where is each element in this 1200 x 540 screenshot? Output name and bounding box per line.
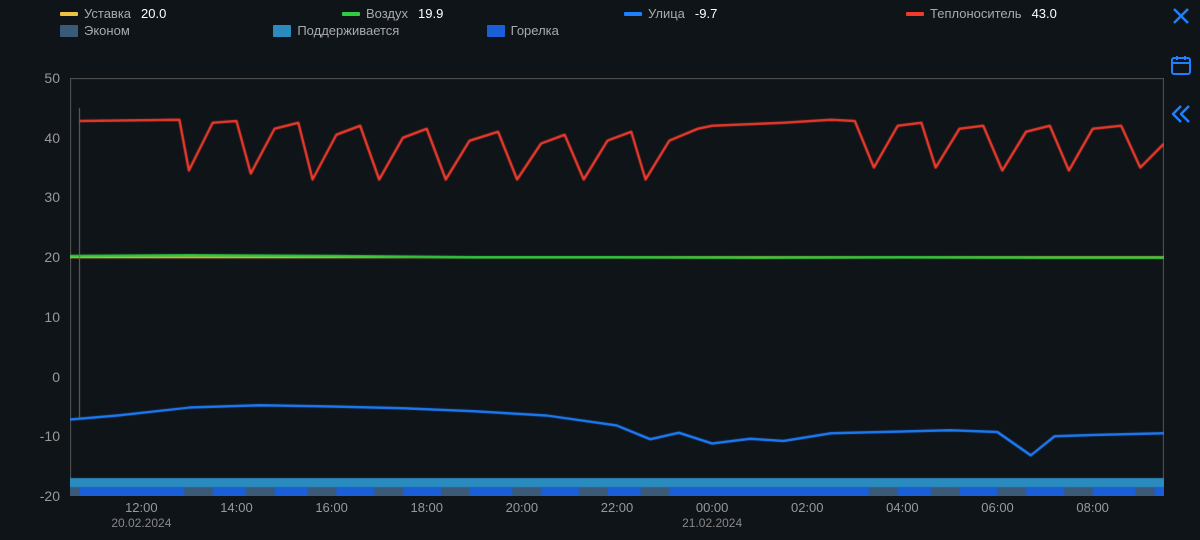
chart-canvas	[70, 78, 1164, 496]
y-tick-label: 20	[44, 249, 60, 265]
legend-label: Эконом	[84, 23, 130, 38]
legend-value: 19.9	[418, 6, 443, 21]
x-tick-label: 16:00	[315, 500, 348, 516]
x-axis: 12:0020.02.2024 14:00 16:00 18:00 20:00 22:00…	[70, 498, 1164, 540]
legend-item-air[interactable]: Воздух 19.9	[342, 6, 624, 21]
legend-row-1: Уставка 20.0 Воздух 19.9 Улица -9.7 Тепл…	[0, 0, 1200, 23]
legend-swatch-heat	[906, 12, 924, 16]
legend-item-maintained[interactable]: Поддерживается	[273, 23, 486, 38]
legend-value: -9.7	[695, 6, 717, 21]
legend-swatch-maintained	[273, 25, 291, 37]
calendar-icon[interactable]	[1170, 54, 1192, 76]
legend-item-heat[interactable]: Теплоноситель 43.0	[906, 6, 1188, 21]
y-axis: -20-1001020304050	[0, 78, 66, 496]
legend-item-burner[interactable]: Горелка	[487, 23, 700, 38]
y-tick-label: 50	[44, 70, 60, 86]
x-tick-label: 18:00	[410, 500, 443, 516]
x-tick-label: 14:00	[220, 500, 253, 516]
legend-label: Улица	[648, 6, 685, 21]
y-tick-label: 0	[52, 369, 60, 385]
x-tick-label: 04:00	[886, 500, 919, 516]
close-icon[interactable]	[1171, 6, 1191, 26]
y-tick-label: -20	[40, 488, 60, 504]
legend-value: 20.0	[141, 6, 166, 21]
legend-value: 43.0	[1032, 6, 1057, 21]
legend-row-2: Эконом Поддерживается Горелка	[0, 23, 1200, 42]
x-tick-label: 08:00	[1076, 500, 1109, 516]
y-tick-label: 30	[44, 189, 60, 205]
x-tick-label: 02:00	[791, 500, 824, 516]
legend-item-setpoint[interactable]: Уставка 20.0	[60, 6, 342, 21]
x-tick-label: 00:0021.02.2024	[682, 500, 742, 531]
y-tick-label: -10	[40, 428, 60, 444]
legend-swatch-econom	[60, 25, 78, 37]
x-tick-label: 22:00	[601, 500, 634, 516]
legend-item-street[interactable]: Улица -9.7	[624, 6, 906, 21]
collapse-icon[interactable]	[1170, 104, 1192, 124]
legend-label: Поддерживается	[297, 23, 399, 38]
legend-swatch-air	[342, 12, 360, 16]
legend-item-econom[interactable]: Эконом	[60, 23, 273, 38]
legend-label: Теплоноситель	[930, 6, 1022, 21]
legend-label: Горелка	[511, 23, 559, 38]
legend-label: Воздух	[366, 6, 408, 21]
y-tick-label: 40	[44, 130, 60, 146]
legend-swatch-setpoint	[60, 12, 78, 16]
legend-label: Уставка	[84, 6, 131, 21]
legend-swatch-street	[624, 12, 642, 16]
chart-plot-area[interactable]	[70, 78, 1164, 496]
x-tick-label: 06:00	[981, 500, 1014, 516]
y-tick-label: 10	[44, 309, 60, 325]
legend-swatch-burner	[487, 25, 505, 37]
x-tick-label: 12:0020.02.2024	[111, 500, 171, 531]
x-tick-label: 20:00	[506, 500, 539, 516]
